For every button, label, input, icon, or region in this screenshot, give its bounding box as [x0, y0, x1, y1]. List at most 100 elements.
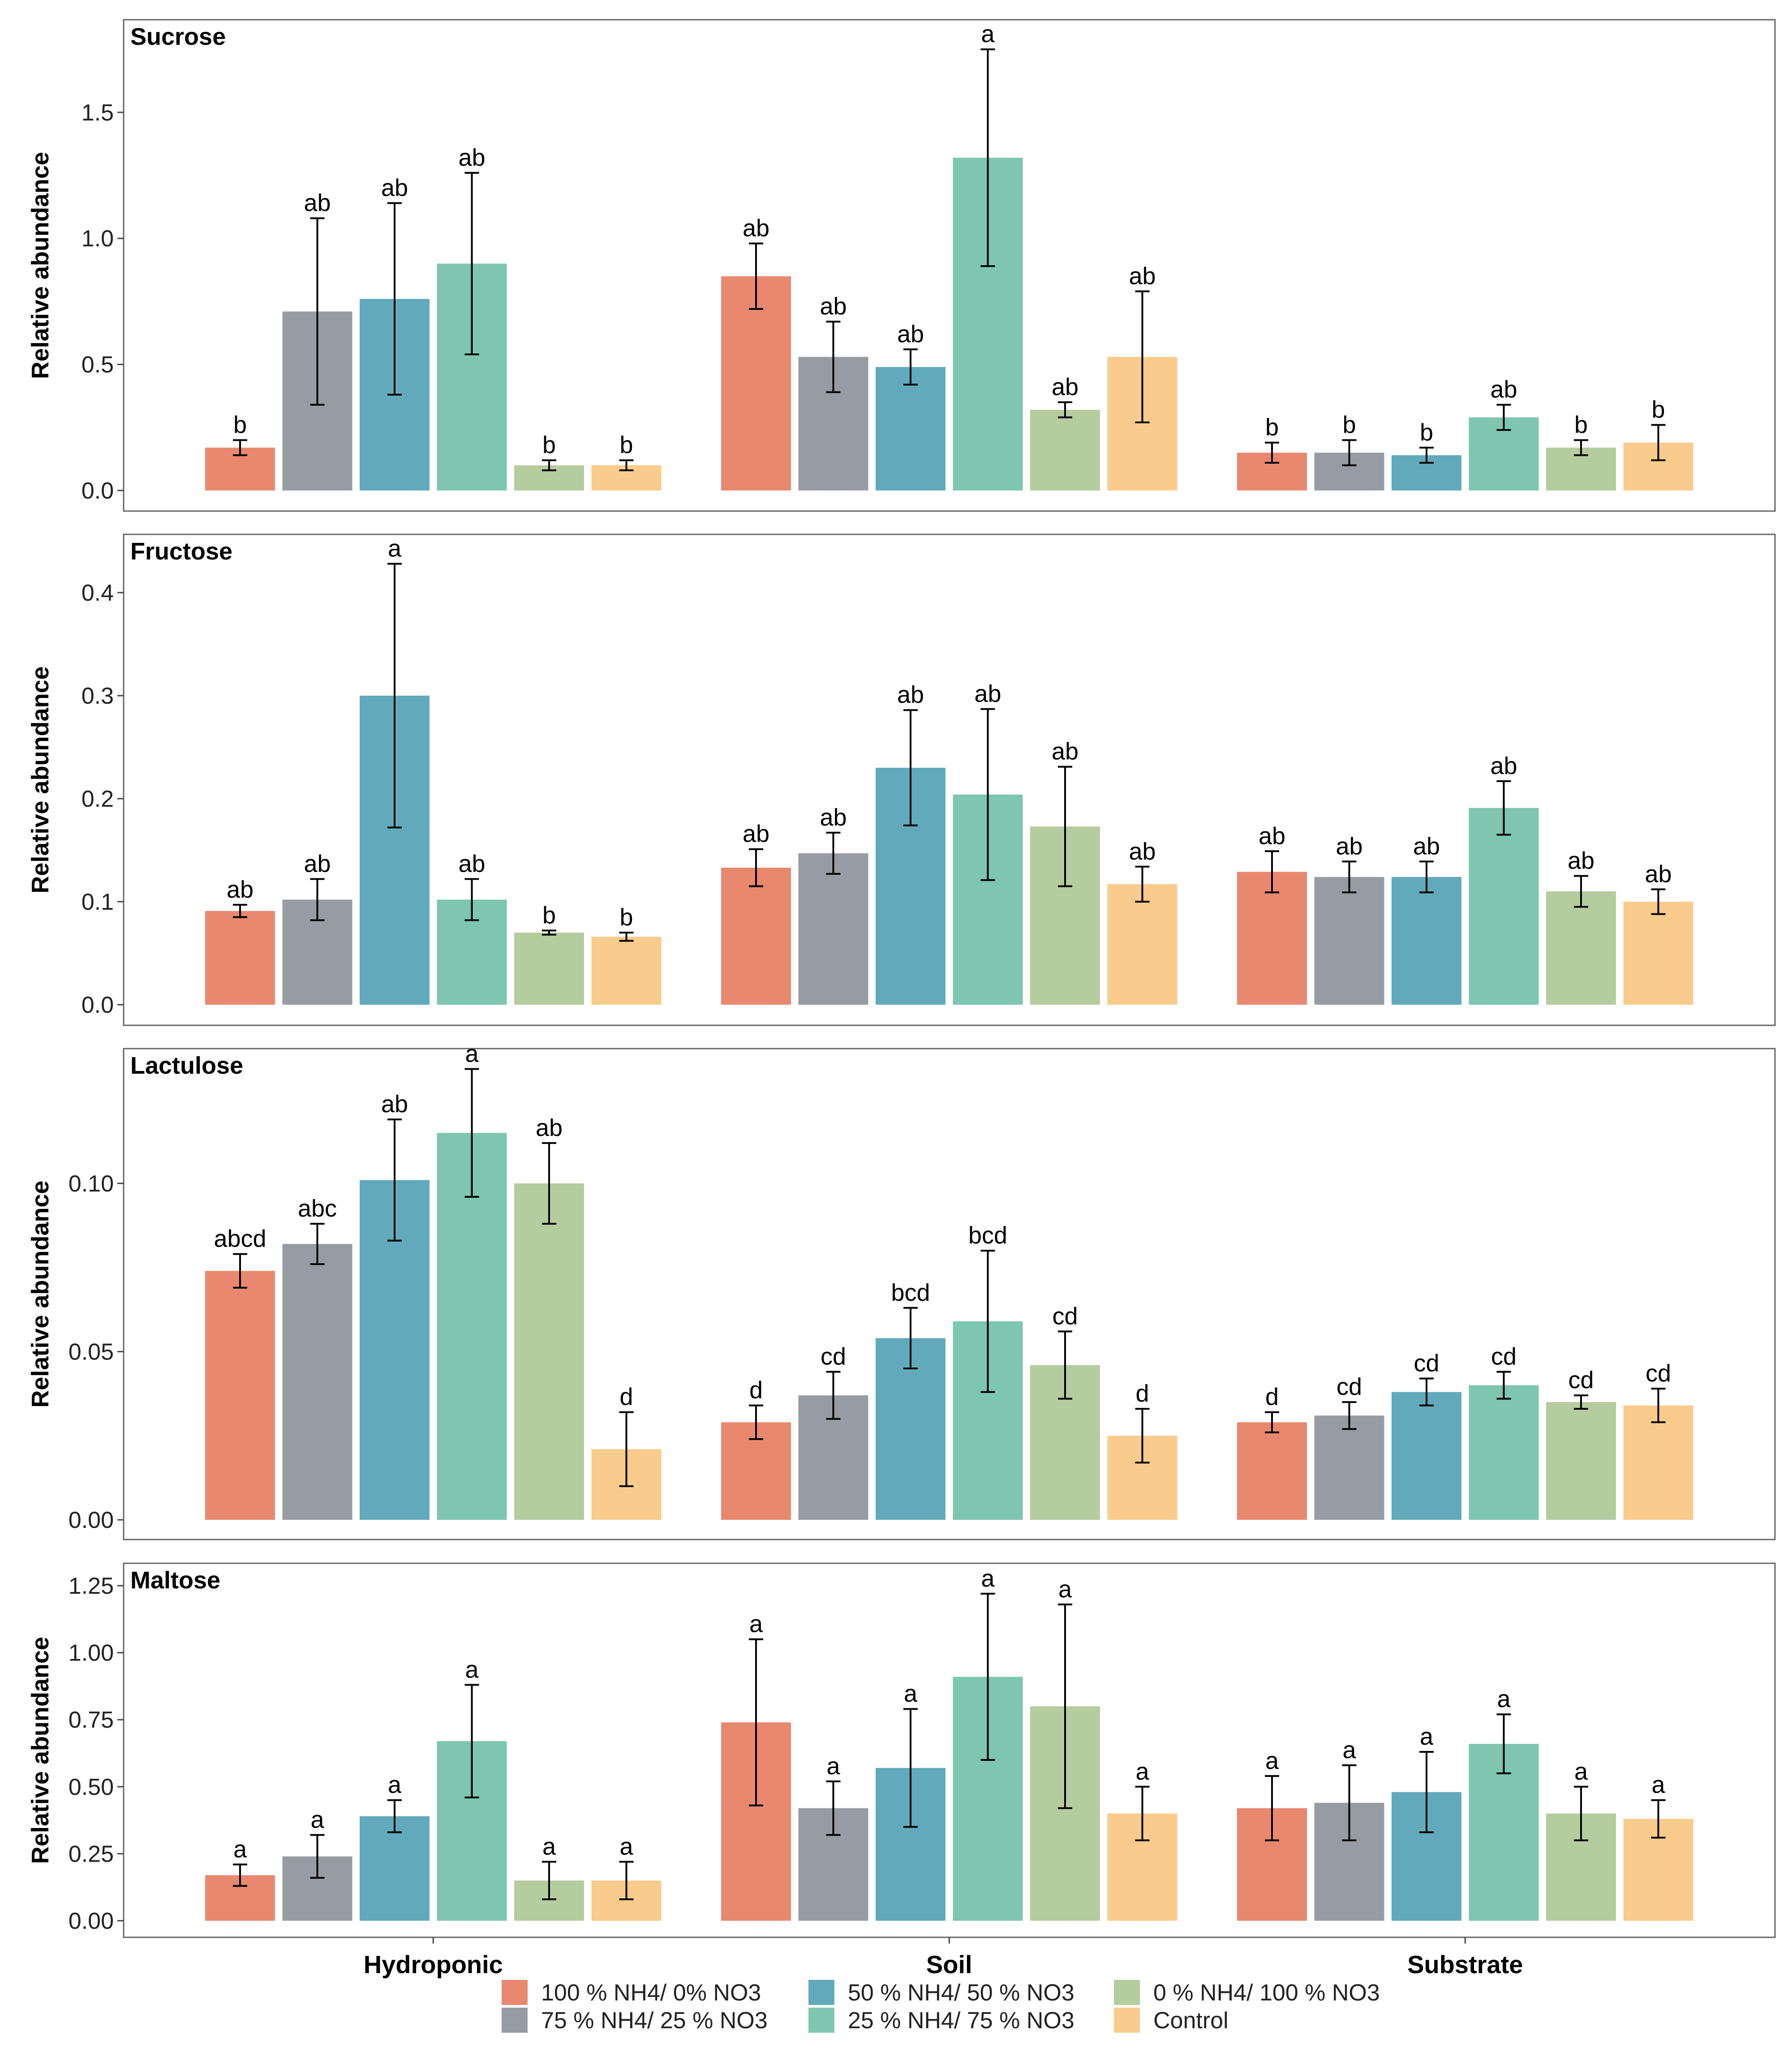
- legend-swatch: [1114, 2008, 1140, 2033]
- significance-letter: ab: [304, 189, 331, 216]
- significance-letter: ab: [1413, 833, 1440, 860]
- bar: [1392, 1392, 1461, 1520]
- legend-label: 25 % NH4/ 75 % NO3: [848, 2008, 1074, 2034]
- significance-letter: ab: [227, 876, 254, 903]
- y-axis-title: Relative abundance: [27, 1637, 54, 1864]
- significance-letter: a: [233, 1836, 247, 1863]
- bar: [1546, 891, 1616, 1005]
- significance-letter: a: [1420, 1723, 1434, 1750]
- bar: [1623, 1405, 1693, 1520]
- significance-letter: ab: [1259, 822, 1285, 849]
- panel-frame: [123, 1048, 1776, 1540]
- significance-letter: ab: [381, 174, 408, 201]
- significance-letter: ab: [1129, 838, 1156, 865]
- significance-letter: ab: [897, 321, 924, 348]
- significance-letter: cd: [821, 1343, 846, 1370]
- significance-letter: a: [388, 535, 402, 562]
- bar: [514, 1183, 584, 1520]
- significance-letter: a: [1651, 1772, 1665, 1798]
- significance-letter: a: [1135, 1758, 1149, 1785]
- y-tick-label: 0.25: [69, 1841, 114, 1867]
- significance-letter: b: [1420, 419, 1433, 446]
- significance-letter: a: [1497, 1686, 1511, 1712]
- significance-letter: a: [310, 1807, 324, 1833]
- significance-letter: cd: [1414, 1350, 1439, 1377]
- legend-label: 75 % NH4/ 25 % NO3: [541, 2008, 768, 2034]
- significance-letter: ab: [1052, 374, 1079, 400]
- significance-letter: a: [749, 1611, 763, 1638]
- y-tick-label: 0.0: [82, 478, 114, 504]
- significance-letter: ab: [1645, 860, 1672, 887]
- legend-label: Control: [1153, 2008, 1229, 2034]
- bar: [205, 911, 275, 1005]
- significance-letter: cd: [1491, 1343, 1517, 1370]
- y-tick-label: 1.25: [69, 1573, 114, 1599]
- bar: [591, 937, 662, 1005]
- bar: [514, 933, 584, 1005]
- significance-letter: b: [233, 411, 247, 438]
- significance-letter: a: [981, 21, 995, 47]
- significance-letter: ab: [536, 1114, 563, 1141]
- significance-letter: ab: [820, 293, 847, 320]
- significance-letter: cd: [1646, 1360, 1671, 1387]
- y-tick-label: 0.05: [69, 1339, 114, 1365]
- bar: [876, 367, 945, 490]
- bar: [721, 868, 791, 1005]
- significance-letter: bcd: [891, 1279, 930, 1306]
- significance-letter: a: [465, 1656, 479, 1683]
- significance-letter: d: [1265, 1384, 1279, 1411]
- significance-letter: ab: [974, 680, 1001, 707]
- y-tick-label: 0.1: [82, 889, 114, 915]
- significance-letter: ab: [1568, 847, 1594, 874]
- bar: [282, 1244, 352, 1520]
- bar: [1030, 409, 1100, 490]
- y-tick-label: 0.5: [82, 352, 114, 378]
- significance-letter: cd: [1336, 1373, 1362, 1400]
- y-tick-label: 1.0: [82, 226, 114, 252]
- y-axis-title: Relative abundance: [27, 1180, 54, 1407]
- panel-lactulose: Lactulose 0.00 0.05 0.10 Relative abundance a…: [27, 1041, 1776, 1540]
- panel-frame: [123, 19, 1776, 512]
- significance-letter: ab: [897, 681, 924, 708]
- significance-letter: a: [981, 1565, 995, 1592]
- legend-swatch: [502, 1980, 528, 2005]
- y-tick-label: 0.0: [82, 992, 114, 1018]
- significance-letter: b: [542, 902, 556, 929]
- legend-swatch: [808, 1980, 834, 2005]
- significance-letter: abc: [298, 1195, 337, 1222]
- panel-fructose: Fructose 0.0 0.1 0.2 0.3 0.4 Relative abundanc…: [27, 533, 1776, 1026]
- bar: [360, 1816, 430, 1921]
- significance-letter: a: [826, 1753, 840, 1780]
- y-tick-label: 0.50: [69, 1774, 114, 1800]
- significance-letter: d: [749, 1377, 763, 1404]
- significance-letter: bcd: [968, 1222, 1007, 1249]
- significance-letter: b: [619, 904, 633, 931]
- panel-frame: [123, 533, 1776, 1026]
- y-tick-label: 0.4: [82, 580, 114, 606]
- x-category-label: Soil: [926, 1950, 972, 1979]
- bar: [1107, 884, 1177, 1005]
- significance-letter: ab: [1336, 833, 1362, 860]
- legend-label: 0 % NH4/ 100 % NO3: [1153, 1980, 1380, 2006]
- y-tick-label: 0.00: [69, 1908, 114, 1934]
- significance-letter: a: [1265, 1747, 1279, 1774]
- significance-letter: cd: [1568, 1367, 1594, 1394]
- y-tick-label: 0.75: [69, 1707, 114, 1733]
- panel-title: Fructose: [130, 538, 232, 565]
- bar: [721, 276, 791, 490]
- x-category-label: Hydroponic: [364, 1950, 503, 1979]
- significance-letter: ab: [1129, 262, 1156, 289]
- significance-letter: ab: [743, 215, 769, 241]
- y-tick-label: 1.5: [82, 100, 114, 126]
- bar: [798, 853, 868, 1005]
- significance-letter: ab: [1052, 738, 1079, 765]
- significance-letter: a: [1058, 1576, 1072, 1603]
- legend-swatch: [808, 2008, 834, 2033]
- significance-letter: ab: [1490, 753, 1517, 779]
- legend-label: 50 % NH4/ 50 % NO3: [848, 1980, 1074, 2006]
- bar: [1469, 1385, 1539, 1520]
- y-tick-label: 0.3: [82, 683, 114, 709]
